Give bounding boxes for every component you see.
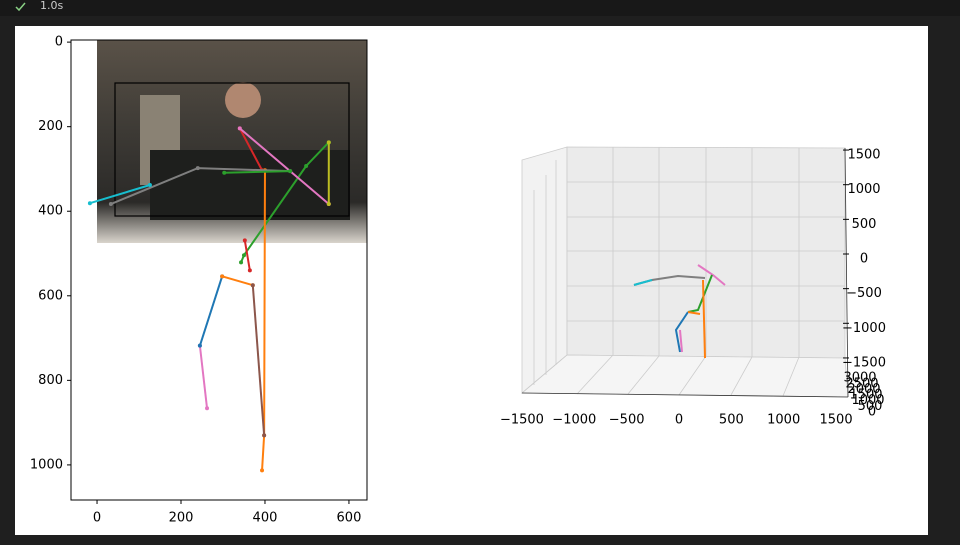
bone <box>702 279 706 359</box>
joint <box>237 126 242 131</box>
joint <box>241 253 246 258</box>
skeleton-line <box>221 275 254 287</box>
skeleton-line <box>198 276 224 346</box>
joint <box>326 140 331 145</box>
image-face <box>225 82 261 118</box>
x-tick-label: −1500 <box>500 413 544 428</box>
3d-grid <box>521 147 845 397</box>
skeleton-line <box>243 240 251 271</box>
z-tick-label: −1000 <box>842 321 886 336</box>
x-tick-label: 400 <box>253 511 278 526</box>
joint <box>260 468 265 473</box>
bone <box>633 279 653 286</box>
x-tick-label: 1500 <box>820 413 853 428</box>
y-tick-label: 2000 <box>847 382 880 397</box>
y-tick-label: 800 <box>38 373 63 388</box>
joint <box>242 238 247 243</box>
x-tick-label: −1000 <box>552 413 596 428</box>
joint <box>87 201 92 206</box>
bounding-box <box>114 82 350 217</box>
image-person <box>150 150 350 220</box>
joint <box>247 268 252 273</box>
bone <box>687 311 701 315</box>
z-tick-label: −1500 <box>842 355 886 370</box>
x-tick-label: 1000 <box>767 413 800 428</box>
z-tick-label: 1500 <box>847 148 880 163</box>
y-tick-label: 200 <box>38 119 63 134</box>
y-tick-label: 500 <box>858 399 883 414</box>
joint <box>326 202 331 207</box>
y-tick-label: 600 <box>38 288 63 303</box>
3d-axes-panes <box>520 146 849 398</box>
joint <box>220 274 225 279</box>
y-tick-label: 0 <box>868 405 876 420</box>
joint <box>195 166 200 171</box>
3d-axis-lines <box>521 147 849 398</box>
cell-status-bar <box>0 0 960 16</box>
right-axes: −1500 −1000 −500 0 500 1000 1500150010005000−5… <box>500 148 886 428</box>
joint <box>239 260 244 265</box>
x-tick-label: 200 <box>169 511 194 526</box>
y-tick-label: 1000 <box>30 457 63 472</box>
x-tick-label: 0 <box>675 413 683 428</box>
skeleton-line <box>198 345 209 409</box>
y-tick-label: 1500 <box>849 388 882 403</box>
bone <box>674 311 689 353</box>
pane-left <box>521 146 568 394</box>
z-tick-label: 500 <box>852 217 877 232</box>
y-tick-label: 2500 <box>845 376 878 391</box>
joint <box>304 163 309 168</box>
joint <box>197 343 202 348</box>
check-icon <box>15 2 26 12</box>
exec-time: 1.0s <box>40 0 63 12</box>
z-tick-label: 0 <box>860 252 868 267</box>
z-tick-label: −500 <box>846 286 882 301</box>
bone <box>687 274 713 313</box>
x-tick-label: 0 <box>93 511 101 526</box>
y-tick-label: 3000 <box>843 371 876 386</box>
axes-frame <box>70 39 368 501</box>
skeleton-line <box>224 170 291 174</box>
x-tick-label: 600 <box>337 511 362 526</box>
x-tick-label: 500 <box>719 413 744 428</box>
z-tick-label: 1000 <box>847 182 880 197</box>
3d-skeleton <box>633 264 726 359</box>
joint <box>205 406 210 411</box>
joint <box>250 283 255 288</box>
skeleton-line <box>239 127 330 205</box>
x-tick-label: −500 <box>609 413 645 428</box>
skeleton-line <box>251 285 266 436</box>
joint <box>262 433 267 438</box>
bone <box>697 264 726 286</box>
joint <box>108 202 113 207</box>
joint <box>288 169 293 174</box>
joint <box>222 170 227 175</box>
y-tick-label: 1000 <box>851 393 884 408</box>
left-axes: 0 200 400 600 0 200 400 600 800 1000 <box>30 35 368 526</box>
y-tick-label: 0 <box>55 35 63 50</box>
skeleton-line <box>240 141 330 263</box>
skeleton-line <box>89 184 151 205</box>
pane-floor <box>520 354 849 398</box>
joint <box>147 183 152 188</box>
skeleton-line <box>238 127 263 171</box>
y-tick-label: 400 <box>38 204 63 219</box>
bone <box>679 329 683 353</box>
